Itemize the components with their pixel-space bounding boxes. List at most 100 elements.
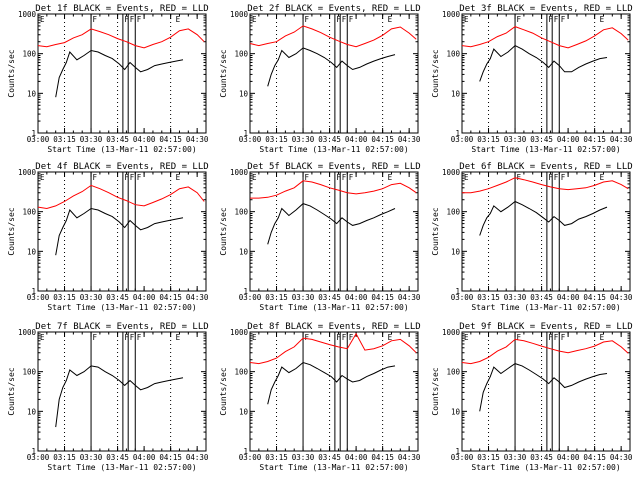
flag-marker-label: F: [548, 173, 553, 182]
flag-marker-label: E: [388, 15, 393, 24]
x-tick-label: 03:30: [80, 293, 103, 302]
x-tick-label: 04:15: [583, 453, 606, 462]
flag-marker-label: F: [349, 333, 354, 342]
y-tick-label: 1000: [230, 10, 249, 19]
x-tick-label: 03:30: [292, 453, 315, 462]
y-tick-label: 100: [446, 368, 460, 377]
x-tick-label: 03:00: [27, 135, 50, 144]
y-tick-label: 1000: [18, 168, 37, 177]
x-tick-label: 03:15: [477, 135, 500, 144]
lld-series-line: [249, 332, 417, 365]
flag-marker-label: F: [124, 173, 129, 182]
y-tick-label: 1: [31, 447, 36, 456]
events-series-line: [267, 47, 396, 87]
flag-marker-label: E: [40, 333, 45, 342]
y-tick-label: 1000: [230, 168, 249, 177]
x-tick-label: 04:00: [133, 135, 156, 144]
y-tick-label: 100: [446, 50, 460, 59]
y-tick-label: 1000: [18, 10, 37, 19]
x-tick-label: 04:00: [345, 293, 368, 302]
x-tick-label: 03:30: [80, 453, 103, 462]
y-tick-label: 1000: [230, 328, 249, 337]
detector-panel: Det 4f BLACK = Events, RED = LLD Counts/s…: [7, 162, 209, 312]
flag-marker-label: F: [548, 15, 553, 24]
x-tick-label: 03:15: [53, 293, 76, 302]
x-axis-label: Start Time (13-Mar-11 02:57:00): [471, 303, 620, 312]
flag-marker-label: E: [176, 15, 181, 24]
x-tick-label: 03:00: [451, 135, 474, 144]
events-series-line: [479, 200, 608, 236]
y-tick-label: 1000: [18, 328, 37, 337]
flag-marker-label: E: [388, 333, 393, 342]
y-axis-label: Counts/sec: [431, 49, 440, 97]
flag-marker-label: E: [464, 173, 469, 182]
y-tick-label: 1: [243, 447, 248, 456]
x-tick-label: 04:15: [371, 135, 394, 144]
y-tick-label: 1: [31, 129, 36, 138]
x-tick-label: 03:00: [27, 293, 50, 302]
x-tick-label: 03:15: [53, 453, 76, 462]
detector-panel: Det 2f BLACK = Events, RED = LLD Counts/s…: [219, 4, 421, 154]
plot-frame: [249, 331, 419, 452]
y-tick-label: 10: [451, 247, 461, 256]
flag-marker-label: F: [349, 173, 354, 182]
y-tick-label: 1000: [442, 328, 461, 337]
y-axis-label: Counts/sec: [431, 367, 440, 415]
detector-panel: Det 6f BLACK = Events, RED = LLD Counts/s…: [431, 162, 633, 312]
flag-marker-label: E: [40, 173, 45, 182]
x-axis-label: Start Time (13-Mar-11 02:57:00): [259, 145, 408, 154]
y-tick-label: 10: [451, 407, 461, 416]
panel-title: Det 9f BLACK = Events, RED = LLD: [459, 322, 632, 332]
x-axis-label: Start Time (13-Mar-11 02:57:00): [259, 303, 408, 312]
flag-marker-label: F: [137, 333, 142, 342]
flag-marker-label: E: [176, 173, 181, 182]
lld-series-line: [461, 338, 629, 365]
x-tick-label: 03:30: [504, 135, 527, 144]
x-tick-label: 03:45: [318, 135, 341, 144]
y-axis-label: Counts/sec: [219, 49, 228, 97]
detector-panel: Det 5f BLACK = Events, RED = LLD Counts/s…: [219, 162, 421, 312]
flag-marker-label: E: [252, 333, 257, 342]
x-tick-label: 04:30: [610, 293, 633, 302]
plot-frame: [461, 13, 631, 134]
x-tick-label: 03:15: [265, 293, 288, 302]
x-tick-label: 03:30: [292, 293, 315, 302]
x-tick-label: 04:30: [610, 135, 633, 144]
y-tick-label: 100: [22, 208, 36, 217]
y-tick-label: 100: [234, 208, 248, 217]
detector-panel: Det 3f BLACK = Events, RED = LLD Counts/s…: [431, 4, 633, 154]
flag-marker-label: F: [554, 15, 559, 24]
x-tick-label: 04:30: [398, 135, 421, 144]
panel-title: Det 8f BLACK = Events, RED = LLD: [247, 322, 420, 332]
lld-series-line: [37, 184, 205, 210]
y-tick-label: 1000: [442, 168, 461, 177]
detector-panel: Det 7f BLACK = Events, RED = LLD Counts/s…: [7, 322, 209, 472]
flag-marker-label: F: [561, 15, 566, 24]
flag-marker-label: E: [176, 333, 181, 342]
panel-title: Det 3f BLACK = Events, RED = LLD: [459, 4, 632, 14]
x-tick-label: 03:45: [318, 293, 341, 302]
x-tick-label: 03:45: [106, 453, 129, 462]
flag-marker-label: E: [252, 15, 257, 24]
flag-marker-label: E: [464, 15, 469, 24]
flag-marker-label: E: [600, 333, 605, 342]
y-axis-label: Counts/sec: [7, 49, 16, 97]
x-tick-label: 04:30: [186, 293, 209, 302]
flag-marker-label: E: [464, 333, 469, 342]
x-tick-label: 03:30: [292, 135, 315, 144]
x-axis-label: Start Time (13-Mar-11 02:57:00): [47, 145, 196, 154]
flag-marker-label: E: [600, 15, 605, 24]
x-tick-label: 03:15: [477, 293, 500, 302]
events-series-line: [55, 49, 184, 98]
plot-frame: [461, 331, 631, 452]
x-tick-label: 04:00: [133, 453, 156, 462]
panel-title: Det 1f BLACK = Events, RED = LLD: [35, 4, 208, 14]
lld-series-line: [461, 26, 629, 49]
y-tick-label: 1: [243, 129, 248, 138]
y-tick-label: 1: [455, 287, 460, 296]
x-tick-label: 03:00: [239, 293, 262, 302]
x-tick-label: 03:00: [239, 453, 262, 462]
x-tick-label: 03:45: [530, 135, 553, 144]
events-series-line: [479, 45, 608, 82]
x-axis-label: Start Time (13-Mar-11 02:57:00): [471, 463, 620, 472]
